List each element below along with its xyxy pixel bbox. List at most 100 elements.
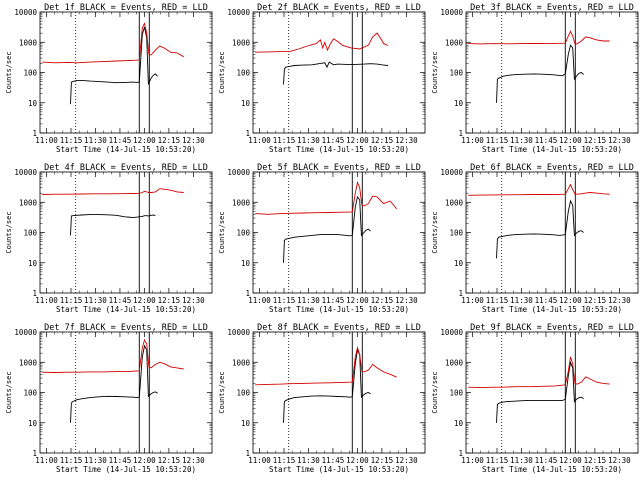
chart-panel-9: Det 9f BLACK = Events, RED = LLD 1 10 100 10… [431, 323, 639, 474]
y-tick-label: 1000 [19, 358, 38, 367]
plot-frame [39, 171, 213, 294]
x-tick-label: 11:30 [84, 296, 107, 305]
y-axis-label: Counts/sec [5, 51, 13, 93]
x-tick-label: 11:45 [109, 296, 132, 305]
x-tick-label: 11:00 [461, 456, 484, 465]
chart-panel-8: Det 8f BLACK = Events, RED = LLD 1 10 100 10… [218, 323, 426, 474]
y-tick-label: 10000 [14, 168, 37, 177]
y-tick-label: 10 [28, 259, 38, 268]
x-tick-label: 12:15 [158, 456, 181, 465]
x-tick-label: 11:15 [486, 136, 509, 145]
events-series-line [496, 44, 584, 103]
y-tick-label: 1000 [232, 38, 251, 47]
x-tick-label: 11:45 [535, 296, 558, 305]
y-tick-label: 1 [32, 289, 37, 298]
x-tick-label: 11:00 [248, 296, 271, 305]
lld-series-line [255, 180, 398, 215]
y-tick-label: 100 [23, 69, 37, 78]
x-tick-label: 12:15 [584, 136, 607, 145]
y-tick-label: 1000 [19, 198, 38, 207]
x-axis-label: Start Time (14-Jul-15 10:53:20) [56, 145, 196, 154]
x-tick-label: 12:15 [584, 296, 607, 305]
y-axis-label: Counts/sec [218, 371, 226, 413]
y-tick-label: 100 [449, 69, 463, 78]
x-axis-label: Start Time (14-Jul-15 10:53:20) [56, 465, 196, 474]
events-series-line [283, 195, 371, 263]
x-tick-label: 11:45 [109, 456, 132, 465]
y-tick-label: 100 [236, 69, 250, 78]
x-tick-label: 12:15 [584, 456, 607, 465]
x-tick-label: 11:00 [35, 456, 58, 465]
y-tick-label: 10 [28, 419, 38, 428]
chart-panel-3: Det 3f BLACK = Events, RED = LLD 1 10 100 10… [431, 3, 639, 154]
events-series-line [70, 344, 158, 423]
plot-frame [465, 331, 639, 454]
events-series-line [70, 214, 156, 236]
events-series-line [496, 199, 584, 259]
chart-panel-5: Det 5f BLACK = Events, RED = LLD 1 10 100 10… [218, 163, 426, 314]
y-tick-label: 10000 [440, 328, 463, 337]
y-tick-label: 1000 [19, 38, 38, 47]
y-tick-label: 10000 [14, 328, 37, 337]
lld-series-line [255, 346, 397, 386]
y-tick-label: 1 [458, 289, 463, 298]
chart-title: Det 1f BLACK = Events, RED = LLD [44, 3, 208, 13]
y-axis-label: Counts/sec [218, 51, 226, 93]
y-tick-label: 10000 [14, 8, 37, 17]
lld-series-line [42, 22, 184, 64]
y-axis-label: Counts/sec [431, 211, 439, 253]
y-axis-label: Counts/sec [5, 211, 13, 253]
x-tick-label: 11:15 [60, 456, 83, 465]
y-tick-label: 10000 [227, 8, 250, 17]
y-tick-label: 1 [32, 449, 37, 458]
x-tick-label: 11:45 [535, 136, 558, 145]
y-tick-label: 10 [454, 419, 464, 428]
y-tick-label: 1 [458, 449, 463, 458]
chart-title: Det 8f BLACK = Events, RED = LLD [257, 323, 421, 333]
y-tick-label: 100 [236, 229, 250, 238]
x-tick-label: 11:45 [109, 136, 132, 145]
lld-series-line [42, 188, 184, 195]
y-tick-label: 10 [241, 419, 251, 428]
x-tick-label: 12:30 [395, 136, 418, 145]
chart-panel-6: Det 6f BLACK = Events, RED = LLD 1 10 100 10… [431, 163, 639, 314]
plot-frame [39, 11, 213, 134]
x-tick-label: 11:15 [60, 296, 83, 305]
x-tick-label: 11:30 [510, 296, 533, 305]
y-tick-label: 100 [23, 389, 37, 398]
y-axis-label: Counts/sec [5, 371, 13, 413]
x-tick-label: 11:30 [84, 136, 107, 145]
chart-panel-2: Det 2f BLACK = Events, RED = LLD 1 10 100 10… [218, 3, 426, 154]
lld-series-line [255, 32, 389, 53]
y-axis-label: Counts/sec [218, 211, 226, 253]
chart-panel-1: Det 1f BLACK = Events, RED = LLD 1 10 100 10… [5, 3, 213, 154]
x-tick-label: 12:00 [559, 296, 582, 305]
chart-title: Det 4f BLACK = Events, RED = LLD [44, 163, 208, 173]
x-tick-label: 11:00 [248, 136, 271, 145]
x-tick-label: 11:45 [322, 296, 345, 305]
lld-series-line [468, 356, 610, 389]
x-tick-label: 12:30 [608, 136, 631, 145]
y-tick-label: 100 [449, 389, 463, 398]
x-tick-label: 12:00 [346, 456, 369, 465]
chart-title: Det 6f BLACK = Events, RED = LLD [470, 163, 634, 173]
x-tick-label: 12:30 [608, 456, 631, 465]
y-tick-label: 100 [449, 229, 463, 238]
y-tick-label: 10 [28, 99, 38, 108]
x-tick-label: 12:00 [559, 456, 582, 465]
y-tick-label: 10000 [227, 168, 250, 177]
x-tick-label: 12:30 [182, 296, 205, 305]
y-tick-label: 100 [23, 229, 37, 238]
y-tick-label: 10 [454, 259, 464, 268]
chart-title: Det 9f BLACK = Events, RED = LLD [470, 323, 634, 333]
x-tick-label: 12:00 [346, 136, 369, 145]
x-tick-label: 11:45 [535, 456, 558, 465]
x-tick-label: 11:15 [273, 296, 296, 305]
x-tick-label: 12:00 [346, 296, 369, 305]
x-tick-label: 12:30 [182, 136, 205, 145]
plot-frame [252, 11, 426, 134]
x-tick-label: 11:30 [510, 136, 533, 145]
y-tick-label: 1000 [445, 38, 464, 47]
x-tick-label: 12:15 [158, 296, 181, 305]
